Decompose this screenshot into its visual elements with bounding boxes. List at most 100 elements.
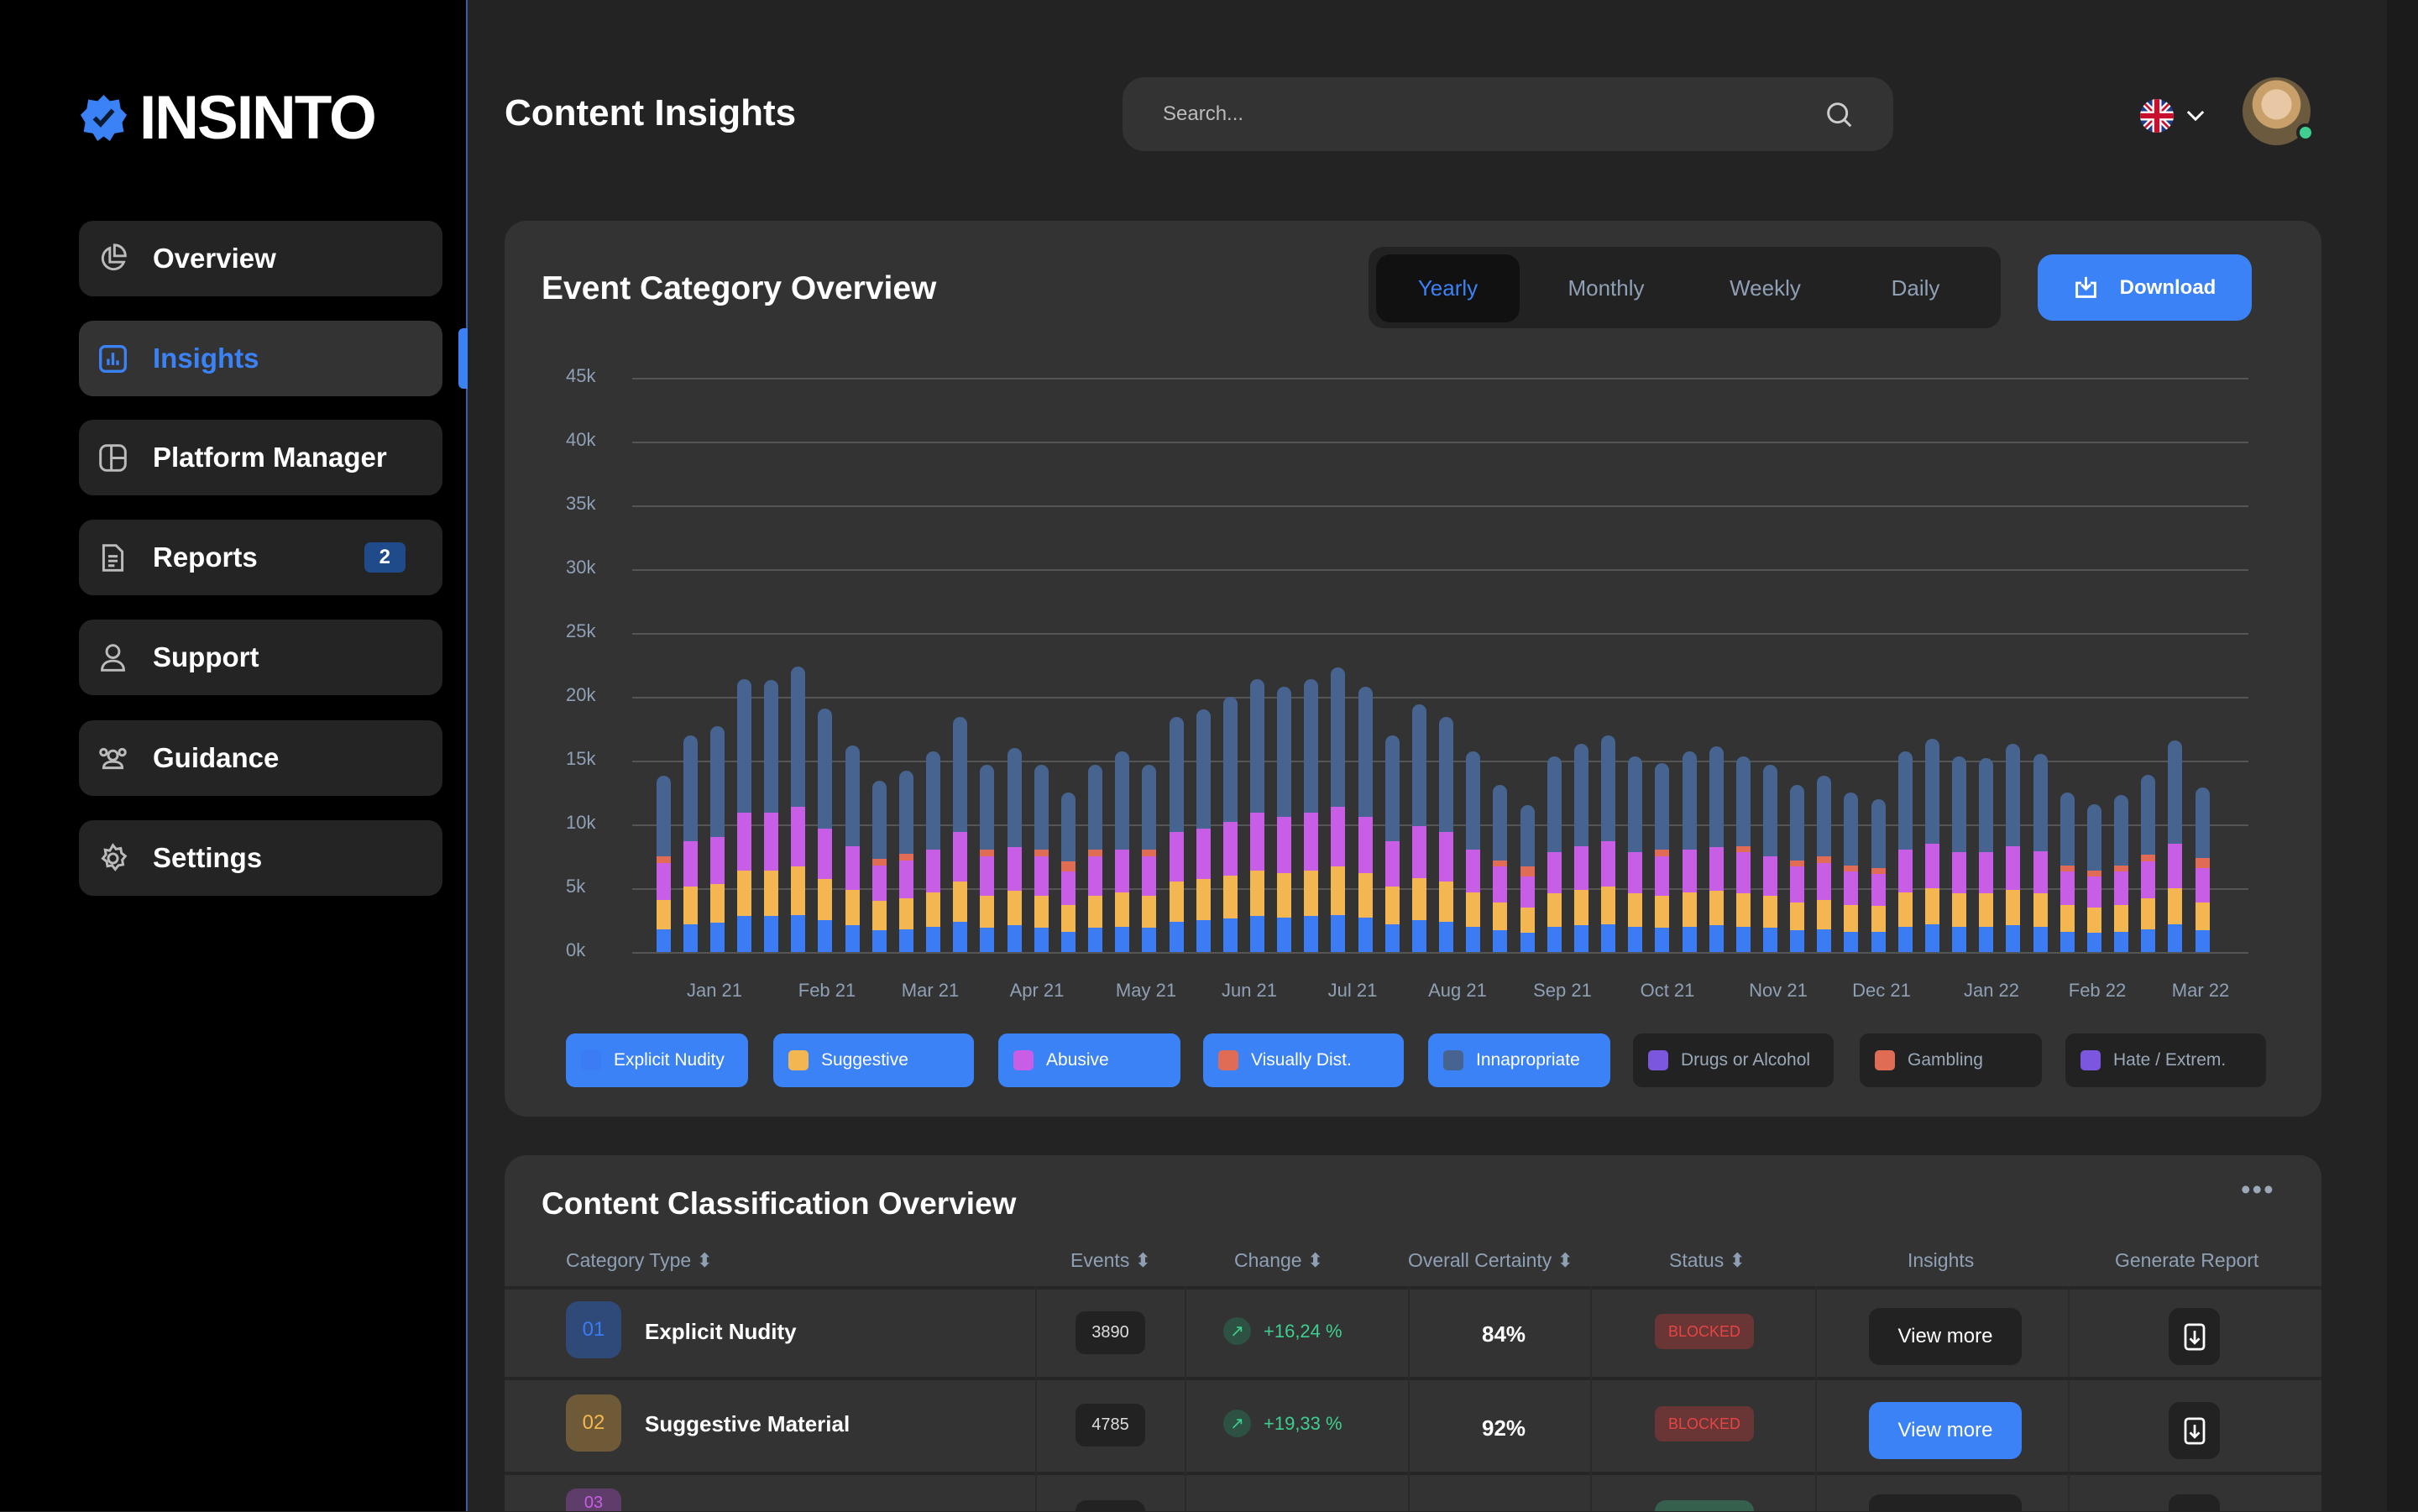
- bar-segment-explicit-nudity[interactable]: [1952, 926, 1967, 952]
- bar-segment-abusive[interactable]: [1466, 850, 1481, 892]
- bar-segment-innapropriate[interactable]: [1142, 764, 1157, 850]
- bar-segment-suggestive[interactable]: [2141, 898, 2156, 929]
- bar-segment-explicit-nudity[interactable]: [1573, 925, 1588, 952]
- bar-segment-explicit-nudity[interactable]: [1277, 917, 1292, 952]
- column-header-category[interactable]: Category Type ⬍: [566, 1249, 713, 1272]
- tab-daily[interactable]: Daily: [1891, 275, 1940, 301]
- bar-segment-explicit-nudity[interactable]: [1331, 914, 1346, 952]
- bar-segment-innapropriate[interactable]: [898, 771, 913, 854]
- bar-segment-explicit-nudity[interactable]: [1466, 926, 1481, 952]
- bar-segment-innapropriate[interactable]: [1762, 764, 1777, 856]
- bar-segment-visually-dist-[interactable]: [1735, 845, 1751, 853]
- bar-segment-suggestive[interactable]: [764, 870, 779, 917]
- bar-segment-innapropriate[interactable]: [926, 751, 941, 850]
- bar-segment-innapropriate[interactable]: [656, 776, 671, 856]
- bar-segment-innapropriate[interactable]: [709, 725, 725, 838]
- bar-segment-suggestive[interactable]: [871, 901, 887, 931]
- bar-segment-innapropriate[interactable]: [1060, 793, 1076, 862]
- legend-toggle-explicit-nudity[interactable]: Explicit Nudity: [566, 1033, 748, 1087]
- bar-segment-explicit-nudity[interactable]: [818, 920, 833, 952]
- bar-segment-explicit-nudity[interactable]: [2006, 925, 2021, 952]
- bar-segment-explicit-nudity[interactable]: [1384, 923, 1400, 952]
- bar-segment-abusive[interactable]: [2141, 861, 2156, 899]
- bar-segment-suggestive[interactable]: [709, 884, 725, 923]
- generate-report-button[interactable]: [2169, 1308, 2220, 1365]
- bar-segment-suggestive[interactable]: [1790, 902, 1805, 931]
- generate-report-button[interactable]: [2169, 1402, 2220, 1459]
- bar-segment-innapropriate[interactable]: [1304, 678, 1319, 814]
- bar-segment-explicit-nudity[interactable]: [845, 925, 860, 952]
- bar-segment-suggestive[interactable]: [736, 870, 751, 917]
- bar-segment-explicit-nudity[interactable]: [2033, 926, 2048, 952]
- bar-segment-innapropriate[interactable]: [2059, 793, 2075, 866]
- bar-segment-suggestive[interactable]: [1277, 872, 1292, 918]
- search-input[interactable]: [1163, 102, 1780, 126]
- bar-segment-suggestive[interactable]: [1331, 866, 1346, 915]
- bar-segment-explicit-nudity[interactable]: [1169, 921, 1184, 952]
- bar-segment-innapropriate[interactable]: [791, 666, 806, 807]
- bar-segment-abusive[interactable]: [1493, 866, 1508, 902]
- bar-segment-explicit-nudity[interactable]: [736, 916, 751, 952]
- bar-segment-visually-dist-[interactable]: [2141, 855, 2156, 862]
- bar-segment-abusive[interactable]: [1439, 832, 1454, 882]
- bar-segment-abusive[interactable]: [1952, 852, 1967, 894]
- bar-segment-abusive[interactable]: [1871, 874, 1886, 907]
- view-more-button[interactable]: [1869, 1494, 2022, 1511]
- legend-toggle-drugs-or-alcohol[interactable]: Drugs or Alcohol: [1633, 1033, 1834, 1087]
- bar-segment-innapropriate[interactable]: [1547, 756, 1562, 853]
- bar-segment-explicit-nudity[interactable]: [1007, 925, 1022, 952]
- bar-segment-abusive[interactable]: [953, 832, 968, 882]
- bar-segment-abusive[interactable]: [1817, 862, 1832, 900]
- bar-segment-suggestive[interactable]: [1007, 891, 1022, 926]
- sidebar-item-insights[interactable]: Insights: [79, 321, 442, 396]
- bar-segment-abusive[interactable]: [2114, 871, 2129, 905]
- bar-segment-explicit-nudity[interactable]: [1493, 930, 1508, 952]
- bar-segment-explicit-nudity[interactable]: [1196, 920, 1211, 952]
- bar-segment-innapropriate[interactable]: [2033, 754, 2048, 851]
- bar-segment-suggestive[interactable]: [2086, 907, 2101, 934]
- bar-segment-suggestive[interactable]: [980, 896, 995, 929]
- bar-segment-visually-dist-[interactable]: [2114, 865, 2129, 872]
- bar-segment-abusive[interactable]: [1573, 845, 1588, 890]
- bar-segment-abusive[interactable]: [1060, 871, 1076, 905]
- bar-segment-visually-dist-[interactable]: [1493, 860, 1508, 867]
- bar-segment-innapropriate[interactable]: [2006, 744, 2021, 846]
- bar-segment-abusive[interactable]: [1979, 852, 1994, 894]
- bar-segment-suggestive[interactable]: [2168, 888, 2183, 924]
- bar-segment-suggestive[interactable]: [1601, 887, 1616, 924]
- bar-segment-suggestive[interactable]: [1709, 891, 1724, 926]
- bar-segment-visually-dist-[interactable]: [656, 856, 671, 863]
- language-selector[interactable]: [2140, 99, 2205, 133]
- tab-monthly[interactable]: Monthly: [1568, 275, 1645, 301]
- bar-segment-innapropriate[interactable]: [764, 680, 779, 814]
- bar-segment-innapropriate[interactable]: [1952, 756, 1967, 853]
- bar-segment-explicit-nudity[interactable]: [1844, 931, 1859, 952]
- bar-segment-suggestive[interactable]: [1060, 904, 1076, 932]
- bar-segment-suggestive[interactable]: [1034, 896, 1049, 929]
- bar-segment-explicit-nudity[interactable]: [1735, 926, 1751, 952]
- bar-segment-explicit-nudity[interactable]: [1682, 926, 1697, 952]
- legend-toggle-suggestive[interactable]: Suggestive: [773, 1033, 974, 1087]
- bar-segment-abusive[interactable]: [1142, 856, 1157, 897]
- view-more-button[interactable]: View more: [1869, 1308, 2022, 1365]
- bar-segment-suggestive[interactable]: [845, 889, 860, 926]
- bar-segment-innapropriate[interactable]: [2086, 803, 2101, 871]
- bar-segment-explicit-nudity[interactable]: [791, 914, 806, 952]
- bar-segment-explicit-nudity[interactable]: [709, 923, 725, 952]
- bar-segment-abusive[interactable]: [818, 828, 833, 880]
- bar-segment-explicit-nudity[interactable]: [764, 916, 779, 952]
- bar-segment-suggestive[interactable]: [1493, 902, 1508, 931]
- bar-segment-abusive[interactable]: [2168, 843, 2183, 888]
- bar-segment-suggestive[interactable]: [1142, 896, 1157, 929]
- bar-segment-abusive[interactable]: [1384, 840, 1400, 887]
- bar-segment-explicit-nudity[interactable]: [1249, 916, 1264, 952]
- bar-segment-explicit-nudity[interactable]: [953, 921, 968, 952]
- bar-segment-explicit-nudity[interactable]: [1924, 923, 1939, 952]
- bar-segment-visually-dist-[interactable]: [980, 850, 995, 856]
- bar-segment-explicit-nudity[interactable]: [2168, 923, 2183, 952]
- bar-segment-suggestive[interactable]: [1682, 892, 1697, 927]
- bar-segment-abusive[interactable]: [2033, 850, 2048, 894]
- bar-segment-abusive[interactable]: [1547, 852, 1562, 894]
- bar-segment-abusive[interactable]: [1304, 813, 1319, 871]
- bar-segment-innapropriate[interactable]: [1735, 756, 1751, 846]
